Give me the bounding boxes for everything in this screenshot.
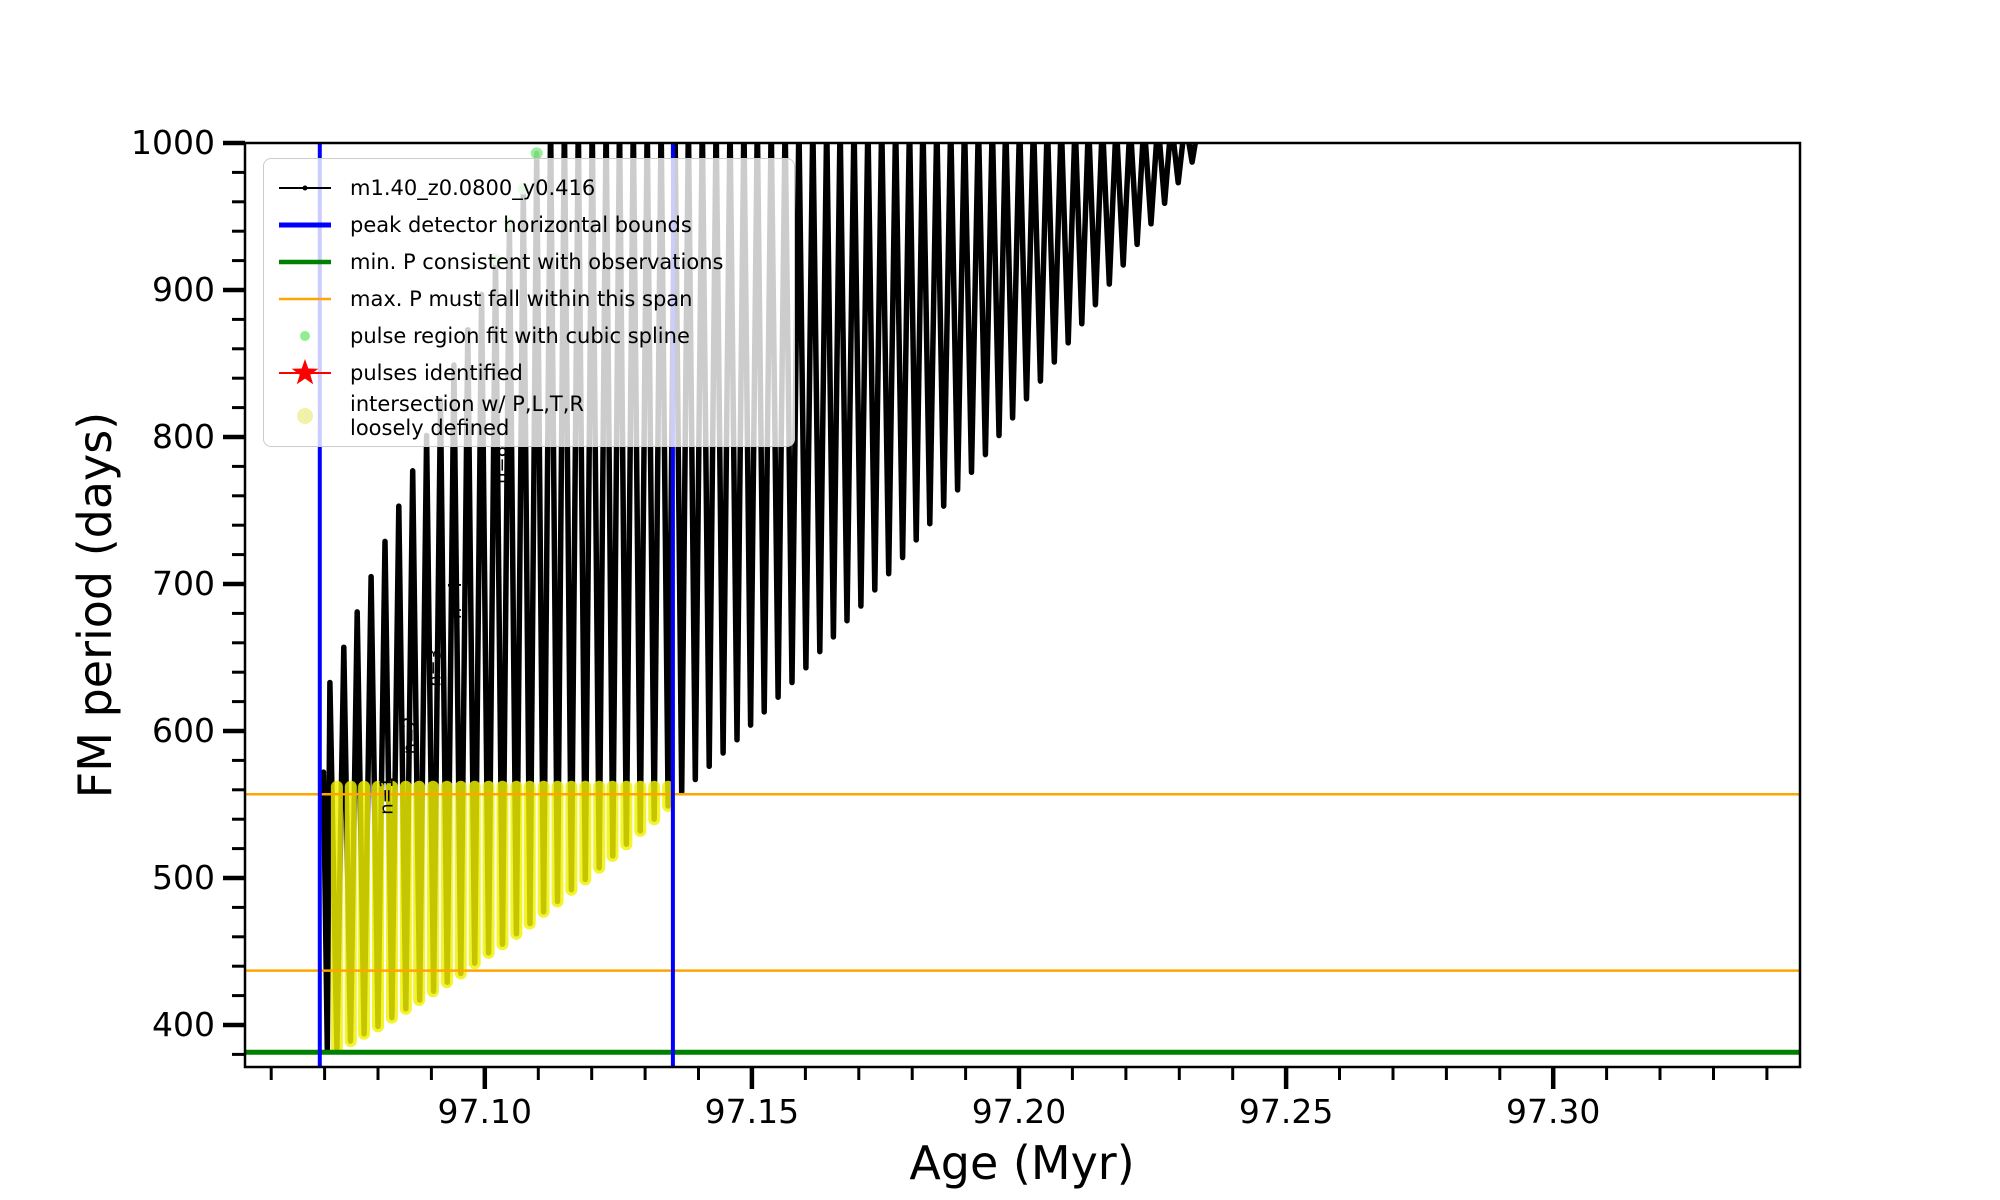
y-axis-title: FM period (days) [68,411,122,799]
legend-handle-star-icon [279,359,331,385]
data-layer: n=1 n=2 n=3 n=4 n=8 [245,143,1800,1067]
legend-item: pulses identified [276,355,782,392]
legend-item: max. P must fall within this span [276,281,782,318]
legend-handle-line-icon [279,222,331,228]
y-tick-label: 900 [152,270,215,309]
plot-spines [243,141,1802,1069]
fm-period-series [320,143,1199,1053]
legend-label: min. P consistent with observations [350,249,724,274]
pulse-annotation: n=4 [445,581,466,619]
y-tick-label: 800 [152,417,215,456]
x-tick-label: 97.10 [438,1092,532,1131]
legend-item: intersection w/ P,L,T,R loosely defined [276,392,782,440]
legend-handle-line-icon [279,297,331,301]
pulse-annotation: n=8 [490,446,511,484]
legend-item: min. P consistent with observations [276,243,782,280]
x-tick-label: 97.20 [972,1092,1066,1131]
x-tick-label: 97.15 [705,1092,799,1131]
legend-item: m1.40_z0.0800_y0.416 [276,169,782,206]
pulse-annotation: n=3 [425,649,446,687]
legend-handle-dot-icon [297,408,313,425]
legend-label: pulses identified [350,361,523,386]
legend-label: pulse region fit with cubic spline [350,324,690,349]
legend-handle-dot-icon [300,331,310,342]
spline-fit-dot [530,147,543,160]
legend-label: m1.40_z0.0800_y0.416 [350,175,596,200]
y-tick-label: 500 [152,858,215,897]
x-tick-label: 97.25 [1239,1092,1333,1131]
legend-label: max. P must fall within this span [350,287,693,312]
y-tick-label: 400 [152,1005,215,1044]
y-tick-label: 600 [152,711,215,750]
legend-item: pulse region fit with cubic spline [276,318,782,355]
x-tick-label: 97.30 [1506,1092,1600,1131]
legend-label: intersection w/ P,L,T,R loosely defined [350,392,584,441]
y-tick-label: 700 [152,564,215,603]
legend-item: peak detector horizontal bounds [276,206,782,243]
pulse-annotation: n=2 [400,716,421,754]
x-axis-title: Age (Myr) [909,1136,1135,1190]
legend-handle-line-icon [279,259,331,265]
pulse-annotation: n=1 [377,777,398,815]
y-tick-label: 1000 [131,123,215,162]
legend-label: peak detector horizontal bounds [350,212,692,237]
legend-handle-line-dot-icon [279,185,331,191]
